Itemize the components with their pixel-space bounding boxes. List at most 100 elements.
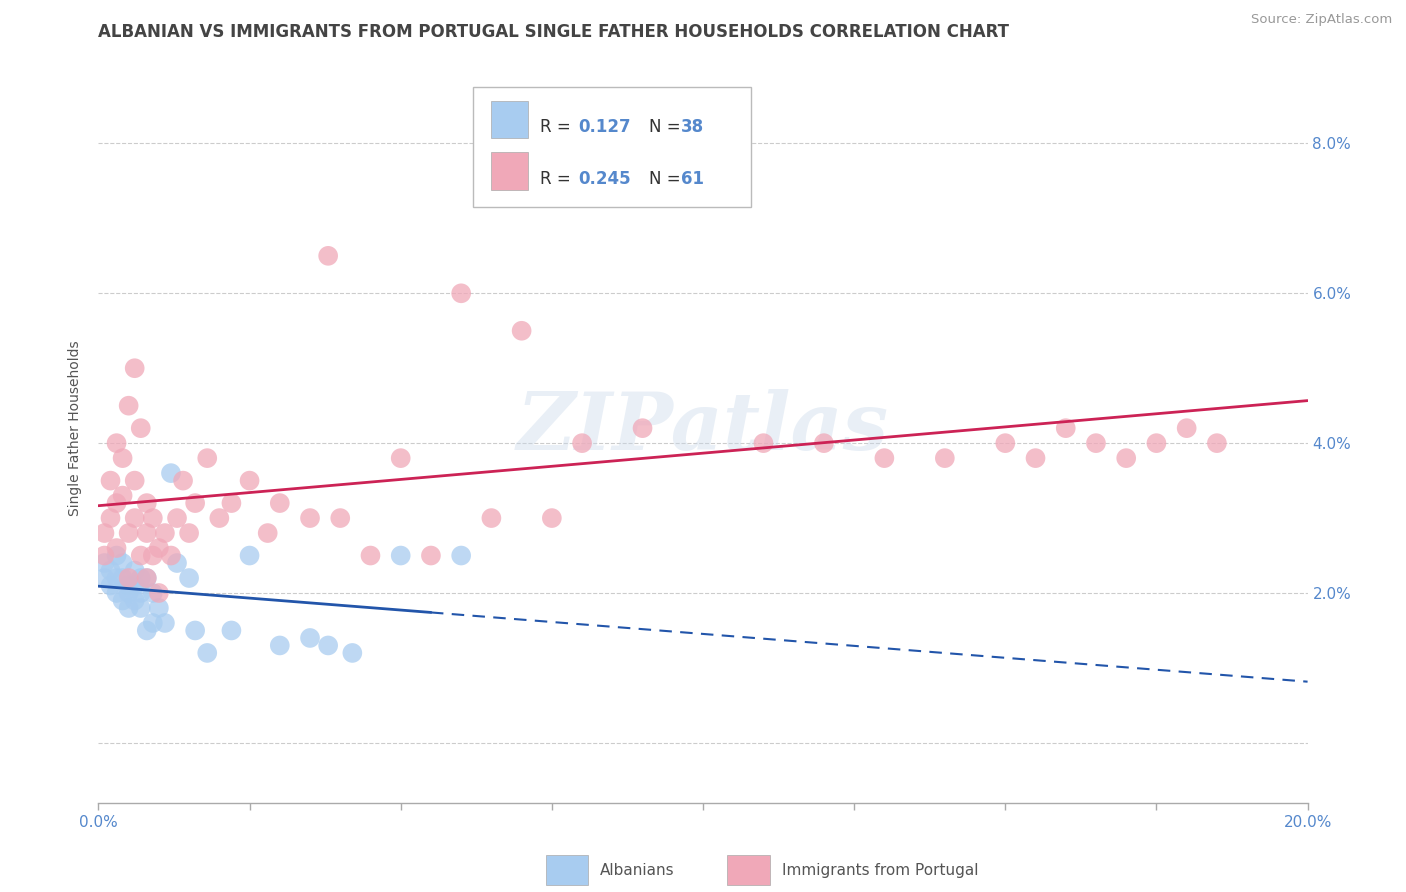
Point [118, 571, 141, 585]
Point [100, 578, 122, 592]
Point [342, 646, 364, 660]
Point [111, 593, 134, 607]
Point [124, 511, 146, 525]
Point [316, 639, 339, 653]
Text: ALBANIAN VS IMMIGRANTS FROM PORTUGAL SINGLE FATHER HOUSEHOLDS CORRELATION CHART: ALBANIAN VS IMMIGRANTS FROM PORTUGAL SIN… [98, 23, 1010, 41]
Point [1054, 421, 1077, 435]
Point [389, 451, 412, 466]
FancyBboxPatch shape [492, 153, 527, 190]
Point [148, 586, 170, 600]
Point [135, 571, 157, 585]
Text: Immigrants from Portugal: Immigrants from Portugal [782, 863, 979, 878]
Point [142, 615, 165, 630]
Point [124, 564, 146, 578]
Point [118, 586, 141, 600]
Text: 0.127: 0.127 [578, 118, 631, 136]
Point [100, 564, 122, 578]
Point [184, 496, 207, 510]
Point [221, 496, 243, 510]
Point [100, 474, 122, 488]
Point [166, 556, 188, 570]
Point [124, 361, 146, 376]
Point [360, 549, 382, 563]
Point [631, 421, 654, 435]
Point [299, 511, 322, 525]
Point [329, 511, 352, 525]
Point [105, 496, 128, 510]
Point [1115, 451, 1137, 466]
Point [124, 593, 146, 607]
Point [105, 586, 128, 600]
Point [540, 511, 562, 525]
Text: R =: R = [540, 118, 576, 136]
Point [316, 249, 339, 263]
Point [135, 571, 157, 585]
Text: N =: N = [648, 169, 686, 187]
Point [129, 601, 152, 615]
Point [118, 601, 141, 615]
FancyBboxPatch shape [474, 87, 751, 207]
Point [221, 624, 243, 638]
Text: Albanians: Albanians [600, 863, 675, 878]
Point [692, 174, 714, 188]
Point [124, 474, 146, 488]
Point [481, 511, 503, 525]
Point [118, 399, 141, 413]
Point [111, 451, 134, 466]
Text: 0.245: 0.245 [578, 169, 631, 187]
Point [111, 489, 134, 503]
Point [1175, 421, 1198, 435]
Point [166, 511, 188, 525]
FancyBboxPatch shape [727, 855, 769, 885]
Point [118, 578, 141, 592]
Point [934, 451, 956, 466]
Point [269, 496, 291, 510]
Point [93, 556, 115, 570]
Point [160, 549, 183, 563]
Point [129, 571, 152, 585]
FancyBboxPatch shape [546, 855, 588, 885]
Point [129, 549, 152, 563]
Point [420, 549, 443, 563]
Point [239, 549, 262, 563]
Point [813, 436, 835, 450]
Point [105, 571, 128, 585]
Point [752, 436, 775, 450]
Point [299, 631, 322, 645]
Point [172, 474, 194, 488]
Point [148, 541, 170, 555]
Point [148, 601, 170, 615]
Text: 61: 61 [682, 169, 704, 187]
Point [111, 571, 134, 585]
Point [1024, 451, 1046, 466]
Point [93, 526, 115, 541]
Point [389, 549, 412, 563]
Point [135, 624, 157, 638]
Point [124, 578, 146, 592]
Point [1144, 436, 1167, 450]
Point [1085, 436, 1108, 450]
Point [129, 421, 152, 435]
Point [93, 549, 115, 563]
Text: R =: R = [540, 169, 576, 187]
Point [256, 526, 278, 541]
Point [153, 526, 176, 541]
Point [142, 549, 165, 563]
Point [195, 646, 218, 660]
Point [142, 511, 165, 525]
Point [179, 526, 201, 541]
Point [994, 436, 1017, 450]
Point [450, 549, 472, 563]
Point [450, 286, 472, 301]
Point [184, 624, 207, 638]
Y-axis label: Single Father Households: Single Father Households [69, 341, 83, 516]
Point [93, 571, 115, 585]
Point [239, 474, 262, 488]
Point [153, 615, 176, 630]
Point [105, 549, 128, 563]
Point [129, 586, 152, 600]
Point [208, 511, 231, 525]
Point [873, 451, 896, 466]
Point [571, 436, 593, 450]
Point [105, 541, 128, 555]
